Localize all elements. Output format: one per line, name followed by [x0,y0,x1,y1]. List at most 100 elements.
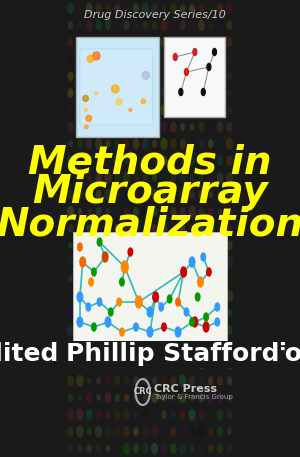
Circle shape [87,123,91,130]
Ellipse shape [83,96,88,101]
Circle shape [124,21,129,30]
Circle shape [114,155,120,166]
Circle shape [226,291,232,302]
Circle shape [227,377,232,385]
Circle shape [88,276,91,282]
Circle shape [77,292,83,302]
Circle shape [181,327,184,333]
Circle shape [105,172,111,183]
Circle shape [209,377,213,384]
Circle shape [96,21,101,30]
Circle shape [181,5,185,12]
Circle shape [106,276,109,282]
Circle shape [87,393,92,402]
Circle shape [125,344,128,350]
Circle shape [89,278,93,286]
Circle shape [171,38,176,47]
Circle shape [219,361,222,367]
Circle shape [134,89,138,97]
Circle shape [212,48,217,55]
Circle shape [190,5,194,12]
Circle shape [69,293,72,299]
Circle shape [124,410,129,420]
Circle shape [209,242,213,249]
Circle shape [199,106,204,114]
Circle shape [153,140,157,148]
Circle shape [116,446,119,452]
Circle shape [106,446,110,452]
Circle shape [142,443,148,454]
Circle shape [96,138,101,149]
Circle shape [125,6,128,11]
Circle shape [171,427,176,436]
Circle shape [125,377,129,384]
Circle shape [97,310,101,316]
Circle shape [142,274,148,284]
Circle shape [125,90,128,96]
Circle shape [152,426,158,437]
Circle shape [77,341,83,352]
Circle shape [87,410,92,420]
Circle shape [193,48,197,55]
Circle shape [181,293,184,299]
Circle shape [77,106,83,115]
Circle shape [96,275,101,283]
Circle shape [87,445,91,452]
Circle shape [226,4,232,13]
FancyBboxPatch shape [76,37,159,137]
Circle shape [226,274,232,285]
Circle shape [106,243,110,248]
Circle shape [190,258,194,266]
Circle shape [92,268,96,276]
Circle shape [218,122,223,132]
Circle shape [106,360,110,368]
Circle shape [116,73,119,79]
Circle shape [152,326,157,335]
Circle shape [96,173,101,182]
Circle shape [172,158,175,164]
Circle shape [69,445,72,452]
Circle shape [208,38,213,47]
Circle shape [192,317,198,327]
Circle shape [208,140,213,148]
Circle shape [68,190,73,199]
Circle shape [77,71,83,81]
Circle shape [134,343,138,351]
Circle shape [162,89,166,97]
Circle shape [181,90,184,96]
Circle shape [171,377,176,385]
Circle shape [106,428,110,436]
Circle shape [189,105,195,115]
Ellipse shape [95,91,98,95]
Circle shape [199,291,204,301]
Circle shape [124,443,130,454]
Circle shape [208,123,213,131]
Circle shape [161,156,166,165]
Circle shape [134,191,138,198]
Circle shape [171,361,175,367]
Circle shape [172,225,175,232]
Circle shape [142,410,148,420]
Circle shape [86,189,92,200]
Circle shape [200,191,203,198]
Circle shape [200,39,203,45]
Circle shape [77,426,83,437]
Circle shape [161,122,167,132]
Text: CRC: CRC [133,388,152,397]
Circle shape [68,394,73,402]
Ellipse shape [87,55,94,62]
Circle shape [190,361,194,367]
Circle shape [105,156,111,165]
Circle shape [134,174,138,182]
Circle shape [190,377,195,385]
Circle shape [134,207,138,216]
Circle shape [124,292,129,300]
Circle shape [181,343,185,351]
Circle shape [209,429,212,435]
Circle shape [106,224,110,233]
Circle shape [180,410,185,419]
Circle shape [78,209,82,214]
Circle shape [96,37,102,48]
Circle shape [133,37,139,48]
Circle shape [227,156,232,165]
